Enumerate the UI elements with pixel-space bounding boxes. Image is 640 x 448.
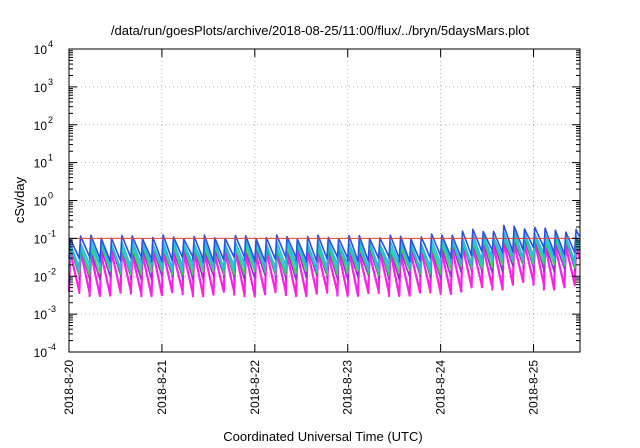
y-tick-label: 10 [34,119,48,133]
x-axis: 2018-8-20 2018-8-21 2018-8-22 2018-8-23 2018… [62,49,541,415]
y-tick-exponent: -2 [48,266,56,276]
y-tick-exponent: -1 [48,228,56,238]
x-tick-label: 2018-8-20 [62,360,76,415]
y-tick-exponent: 2 [48,115,53,125]
y-tick-label: 10 [34,195,48,209]
y-tick-exponent: 4 [48,39,53,49]
y-tick-exponent: 3 [48,77,53,87]
y-tick-label: 10 [34,232,48,246]
y-axis-label: cSv/day [12,176,27,223]
y-tick-label: 10 [34,157,48,171]
y-tick-exponent: -3 [48,304,56,314]
y-tick-label: 10 [34,270,48,284]
x-tick-label: 2018-8-24 [434,360,448,415]
series-line [68,224,580,263]
y-tick-label: 10 [34,308,48,322]
series-layer [67,224,581,298]
y-tick-exponent: -4 [48,342,56,352]
x-axis-label: Coordinated Universal Time (UTC) [223,429,422,444]
chart-title: /data/run/goesPlots/archive/2018-08-25/1… [111,23,530,38]
grid [69,49,580,352]
x-tick-label: 2018-8-23 [341,360,355,415]
x-tick-label: 2018-8-22 [248,360,262,415]
x-tick-label: 2018-8-21 [155,360,169,415]
y-tick-exponent: 0 [48,191,53,201]
y-tick-label: 10 [34,43,48,57]
y-tick-label: 10 [34,346,48,360]
x-tick-label: 2018-8-25 [527,360,541,415]
y-tick-label: 10 [34,81,48,95]
y-tick-exponent: 1 [48,153,53,163]
